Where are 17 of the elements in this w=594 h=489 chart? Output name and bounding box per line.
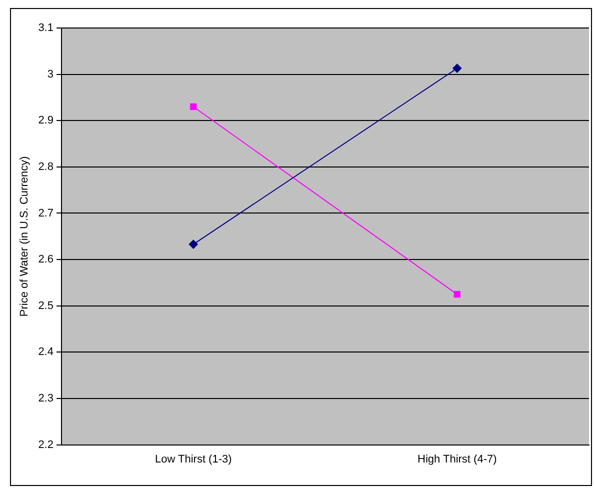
point	[454, 290, 460, 298]
y-tick-label: 2.4	[38, 346, 54, 358]
x-tick-label: High Thirst (4-7)	[417, 453, 497, 466]
y-tick-label: 2.9	[38, 114, 54, 127]
y-tick-label: 2.5	[38, 300, 54, 312]
y-tick-label: 2.2	[38, 438, 54, 451]
y-axis-title: Price of Water (in U.S. Currency)	[18, 156, 31, 317]
point	[190, 103, 197, 110]
y-tick-label: 2.7	[38, 207, 54, 220]
point	[452, 64, 462, 73]
y-tick-label: 3.1	[38, 22, 54, 34]
y-tick-label: 3	[47, 68, 54, 80]
y-tick-label: 2.8	[38, 160, 54, 173]
y-tick-label: 2.3	[38, 392, 54, 405]
point	[188, 240, 198, 249]
y-tick-label: 2.6	[38, 254, 54, 266]
x-tick-label: Low Thirst (1-3)	[154, 453, 232, 466]
